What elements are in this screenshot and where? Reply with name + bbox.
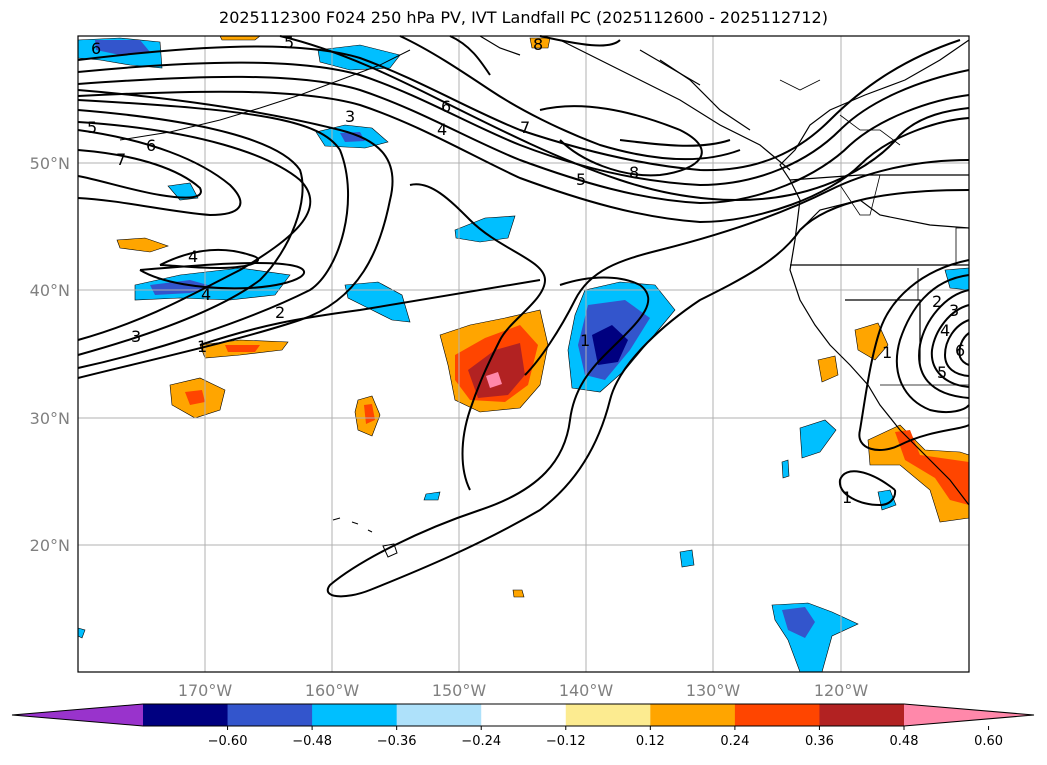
colorbar-bin [227,704,313,726]
colorbar-bin [396,704,482,726]
pv-contour-labels: 1 2 3 4 4 5 6 7 3 4 6 7 5 8 5 6 1 1 1 2 … [87,33,965,507]
colorbar-tick-label: −0.36 [377,734,417,749]
positive-anomaly-w1 [116,237,169,253]
lon-label-120w: 120°W [814,681,869,700]
pv-label-7b: 7 [520,118,530,137]
pv-label-3c: 3 [949,301,959,320]
negative-anomaly-mid [344,281,411,323]
pv-label-4b: 4 [188,247,198,266]
pv-label-3: 3 [131,327,141,346]
colorbar-outline [11,703,1035,727]
lat-label-30n: 30°N [30,409,70,428]
pv-label-6c: 6 [91,39,101,58]
lat-label-40n: 40°N [30,281,70,300]
pv-label-4d: 4 [940,321,950,340]
pv-label-2: 2 [275,303,285,322]
lon-label-150w: 150°W [432,681,487,700]
pv-cutoff-low [895,274,970,414]
colorbar-tick-label: −0.60 [208,734,248,749]
lon-label-160w: 160°W [305,681,360,700]
pv-label-1c: 1 [842,488,852,507]
lon-label-130w: 130°W [686,681,741,700]
pv-label-1d: 1 [882,343,892,362]
colorbar: −0.60 −0.48 −0.36 −0.24 −0.12 0.12 0.24 0.36 0.4… [11,703,1035,749]
latitude-labels: 50°N 40°N 30°N 20°N [30,154,70,555]
pv-label-8: 8 [629,163,639,182]
pv-label-7: 7 [116,150,126,169]
pv-label-5: 5 [87,118,97,137]
lat-label-50n: 50°N [30,154,70,173]
lat-label-20n: 20°N [30,536,70,555]
colorbar-bin [143,704,229,726]
colorbar-tick-label: 0.48 [890,734,919,749]
pv-label-5b: 5 [576,170,586,189]
colorbar-tick-label: −0.24 [461,734,501,749]
colorbar-bin [734,704,820,726]
pv-label-4c: 4 [437,120,447,139]
colorbar-tick-label: −0.48 [292,734,332,749]
pv-label-8b: 8 [533,35,543,54]
longitude-labels: 170°W 160°W 150°W 140°W 130°W 120°W [178,681,869,700]
colorbar-bin [481,704,567,726]
pv-label-6: 6 [146,136,156,155]
alaska-coast [559,39,791,171]
colorbar-tick-label: −0.12 [546,734,586,749]
hawaii-islands [332,517,398,558]
pv-label-6b: 6 [441,97,451,116]
pv-label-3b: 3 [345,107,355,126]
colorbar-bin [819,704,905,726]
pv-trough-contour [326,189,970,598]
colorbar-tick-label: 0.60 [974,734,1003,749]
map-area: 1 2 3 4 4 5 6 7 3 4 6 7 5 8 5 6 1 1 1 2 … [77,33,970,673]
colorbar-extend-low [12,704,143,726]
colorbar-bin [650,704,736,726]
pv-label-1b: 1 [580,331,590,350]
colorbar-bin [565,704,651,726]
pv-contours [77,35,970,598]
colorbar-bin [312,704,398,726]
map-frame [77,35,970,673]
pv-label-4: 4 [201,285,211,304]
graticule [78,36,969,672]
lon-label-140w: 140°W [559,681,614,700]
colorbar-extend-high [904,704,1034,726]
map-title: 2025112300 F024 250 hPa PV, IVT Landfall… [219,8,828,27]
colorbar-tick-label: 0.12 [636,734,665,749]
lon-label-170w: 170°W [178,681,233,700]
pv-label-2b: 2 [932,292,942,311]
pv-label-5c: 5 [284,33,294,52]
pv-label-6d: 6 [955,341,965,360]
colorbar-tick-label: 0.36 [805,734,834,749]
pv-label-1: 1 [197,337,207,356]
ivt-shading [77,35,970,673]
colorbar-tick-label: 0.24 [720,734,749,749]
pv-label-5d: 5 [937,363,947,382]
